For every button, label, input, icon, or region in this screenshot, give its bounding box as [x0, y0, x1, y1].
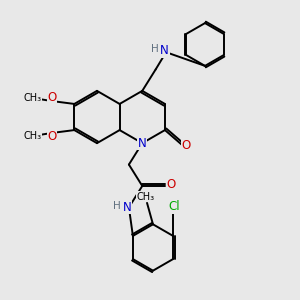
Text: N: N [138, 137, 147, 150]
Text: O: O [47, 130, 56, 143]
Text: O: O [47, 91, 56, 104]
Text: H: H [112, 201, 120, 211]
Text: N: N [160, 44, 169, 57]
Text: N: N [123, 201, 132, 214]
Text: CH₃: CH₃ [24, 131, 42, 141]
Text: H: H [151, 44, 159, 54]
Text: O: O [182, 139, 191, 152]
Text: O: O [167, 178, 176, 191]
Text: CH₃: CH₃ [24, 93, 42, 103]
Text: CH₃: CH₃ [136, 192, 154, 202]
Text: Cl: Cl [169, 200, 180, 213]
